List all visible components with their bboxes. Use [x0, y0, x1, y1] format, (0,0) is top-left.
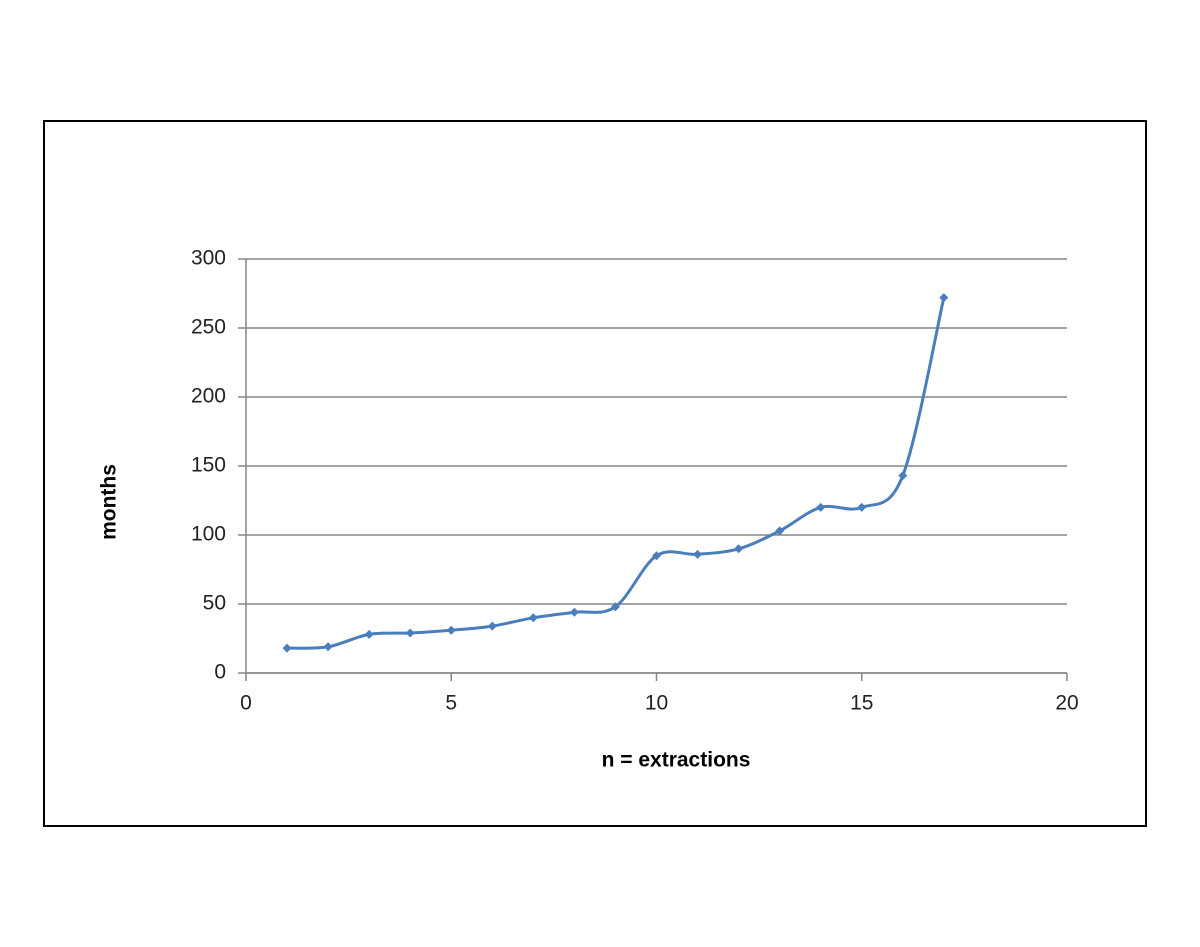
data-point [939, 293, 949, 303]
data-point [775, 526, 785, 536]
y-axis-title: months [98, 464, 121, 540]
x-tick-label: 20 [1055, 692, 1078, 715]
x-axis-title: n = extractions [602, 749, 751, 772]
data-point [898, 471, 908, 481]
data-point [528, 613, 538, 623]
data-point [569, 607, 579, 617]
data-point [610, 602, 620, 612]
x-tick-label: 10 [645, 692, 668, 715]
data-point [693, 549, 703, 559]
y-tick-label: 200 [191, 385, 226, 408]
data-point [405, 628, 415, 638]
data-point [446, 625, 456, 635]
data-point [734, 544, 744, 554]
data-point [323, 642, 333, 652]
data-point [857, 502, 867, 512]
x-tick-label: 5 [445, 692, 457, 715]
data-point [487, 621, 497, 631]
y-tick-label: 150 [191, 454, 226, 477]
chart-frame [43, 120, 1147, 827]
y-tick-label: 50 [203, 592, 226, 615]
data-point [364, 629, 374, 639]
x-tick-label: 15 [850, 692, 873, 715]
y-tick-label: 100 [191, 523, 226, 546]
y-tick-label: 300 [191, 247, 226, 270]
y-tick-label: 0 [214, 661, 226, 684]
data-point [816, 502, 826, 512]
y-tick-label: 250 [191, 316, 226, 339]
data-point [652, 551, 661, 561]
data-point [282, 643, 292, 653]
x-tick-label: 0 [240, 692, 252, 715]
